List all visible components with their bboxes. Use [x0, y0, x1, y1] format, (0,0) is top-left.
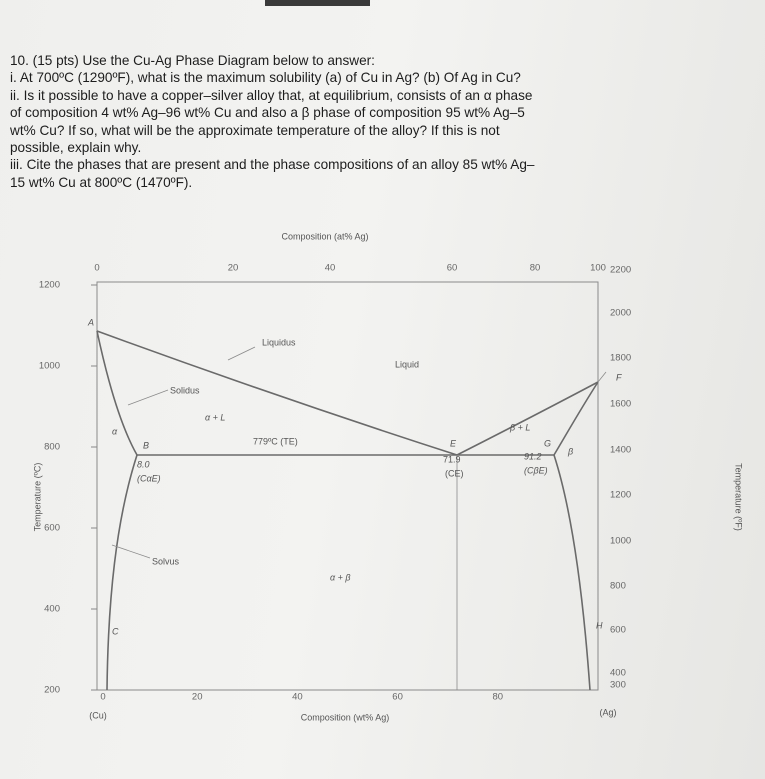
left-tick-label: 400: [44, 604, 60, 615]
right-tick-label: 1800: [610, 353, 631, 364]
plot-frame: [96, 281, 599, 691]
question-line: iii. Cite the phases that are present an…: [10, 157, 535, 173]
region-label: Liquidus: [262, 337, 296, 347]
left-tick-label: 1200: [39, 280, 60, 291]
region-label: β + L: [509, 422, 530, 432]
left-tick-label: 1000: [39, 361, 60, 372]
region-label: Liquid: [395, 359, 419, 369]
region-label: Solvus: [152, 556, 180, 566]
left-tick-label: 800: [44, 442, 60, 453]
solidus-right: [553, 381, 599, 456]
right-tick-label: 1000: [610, 536, 631, 547]
end-label: (Ag): [599, 707, 616, 717]
region-label: A: [87, 317, 94, 327]
liquidus-right: [456, 381, 599, 456]
solvus-leader: [111, 544, 151, 559]
top-bar: [265, 0, 370, 6]
right-tick-label: 300: [610, 680, 626, 691]
right-tick-label: 800: [610, 581, 626, 592]
question-line: 15 wt% Cu at 800ºC (1470ºF).: [10, 174, 193, 190]
right-tick-label: 1600: [610, 399, 631, 410]
top-tick-label: 0: [94, 263, 99, 274]
region-label: (CE): [445, 468, 464, 478]
right-tick-label: 1400: [610, 445, 631, 456]
bottom-tick-label: 40: [292, 692, 303, 703]
top-tick-label: 20: [228, 263, 239, 274]
region-label: C: [112, 626, 119, 636]
question-line: 10. (15 pts) Use the Cu-Ag Phase Diagram…: [10, 53, 375, 68]
right-tick-label: 2000: [610, 308, 631, 319]
left-tick-label: 200: [44, 685, 60, 696]
solidus-leader: [127, 389, 169, 406]
top-tick-label: 60: [447, 263, 458, 274]
region-label: 8.0: [137, 459, 150, 469]
solidus-left: [96, 330, 138, 456]
region-label: α + β: [330, 572, 351, 582]
top-tick-label: 80: [530, 263, 541, 274]
solvus-right: [553, 454, 591, 691]
region-label: (CαE): [137, 473, 161, 483]
region-label: 91.2: [524, 451, 542, 461]
liquidus-left: [96, 330, 458, 456]
left-tick-label: 600: [44, 523, 60, 534]
question-line: i. At 700ºC (1290ºF), what is the maximu…: [10, 70, 521, 86]
bottom-tick-label: 80: [493, 692, 504, 703]
region-label: 779ºC (TE): [253, 436, 298, 446]
top-axis-label: Composition (at% Ag): [281, 231, 368, 241]
left-axis-label: Temperature (ºC): [32, 463, 42, 532]
bottom-tick-label: 20: [192, 692, 203, 703]
question-line: wt% Cu? If so, what will be the approxim…: [10, 122, 500, 138]
region-label: β: [567, 446, 573, 456]
region-label: Solidus: [170, 385, 200, 395]
question-line: of composition 4 wt% Ag–96 wt% Cu and al…: [10, 105, 525, 121]
question-line: ii. Is it possible to have a copper–silv…: [10, 87, 533, 103]
right-tick-label: 400: [610, 668, 626, 679]
right-tick-label: 600: [610, 625, 626, 636]
bottom-axis-label: Composition (wt% Ag): [301, 712, 390, 722]
question-line: possible, explain why.: [10, 140, 142, 156]
region-label: α: [112, 426, 118, 436]
region-label: (CβE): [524, 465, 548, 475]
region-label: F: [616, 372, 622, 382]
region-label: α + L: [205, 412, 225, 422]
region-label: G: [544, 438, 551, 448]
liquidus-leader: [227, 346, 256, 361]
region-label: H: [596, 620, 603, 630]
region-label: E: [450, 438, 457, 448]
region-label: 71.9: [443, 454, 461, 464]
top-tick-label: 40: [325, 263, 336, 274]
bottom-tick-label: 60: [392, 692, 403, 703]
bottom-tick-label: 0: [100, 692, 105, 703]
right-tick-label: 1200: [610, 490, 631, 501]
question: 10. (15 pts) Use the Cu-Ag Phase Diagram…: [10, 52, 710, 191]
right-tick-label: 2200: [610, 265, 631, 276]
region-label: B: [143, 440, 149, 450]
f-leader: [597, 371, 607, 383]
top-tick-label: 100: [590, 263, 606, 274]
right-axis-label: Temperature (ºF): [734, 463, 744, 531]
solvus-left: [106, 454, 138, 691]
end-label: (Cu): [89, 710, 107, 720]
